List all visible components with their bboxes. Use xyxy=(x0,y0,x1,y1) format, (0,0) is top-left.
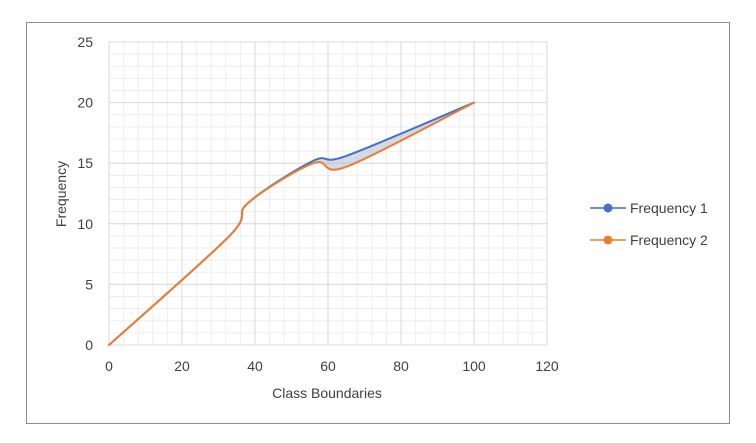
y-axis-ticks: 0 5 10 15 20 25 xyxy=(77,34,93,353)
x-tick-label: 60 xyxy=(320,358,336,374)
series-lines xyxy=(108,101,475,346)
y-tick-label: 15 xyxy=(77,155,93,171)
y-tick-label: 0 xyxy=(85,337,93,353)
legend: Frequency 1 Frequency 2 xyxy=(590,200,708,248)
y-tick-label: 5 xyxy=(85,276,93,292)
x-tick-label: 40 xyxy=(247,358,263,374)
major-gridlines xyxy=(108,41,548,346)
x-tick-label: 100 xyxy=(462,358,486,374)
legend-marker-2 xyxy=(603,235,613,245)
y-tick-label: 10 xyxy=(77,216,93,232)
x-tick-label: 80 xyxy=(393,358,409,374)
x-axis-ticks: 0 20 40 60 80 100 120 xyxy=(105,358,559,374)
legend-label-1: Frequency 1 xyxy=(630,200,708,216)
legend-label-2: Frequency 2 xyxy=(630,232,708,248)
x-tick-label: 20 xyxy=(174,358,190,374)
legend-marker-1 xyxy=(603,203,613,213)
x-tick-label: 120 xyxy=(535,358,559,374)
y-tick-label: 25 xyxy=(77,34,93,50)
chart-frame xyxy=(26,22,730,424)
series-line-2 xyxy=(108,101,475,346)
x-axis-title: Class Boundaries xyxy=(272,385,382,401)
x-tick-label: 0 xyxy=(105,358,113,374)
y-axis-title: Frequency xyxy=(53,161,69,227)
y-tick-label: 20 xyxy=(77,95,93,111)
